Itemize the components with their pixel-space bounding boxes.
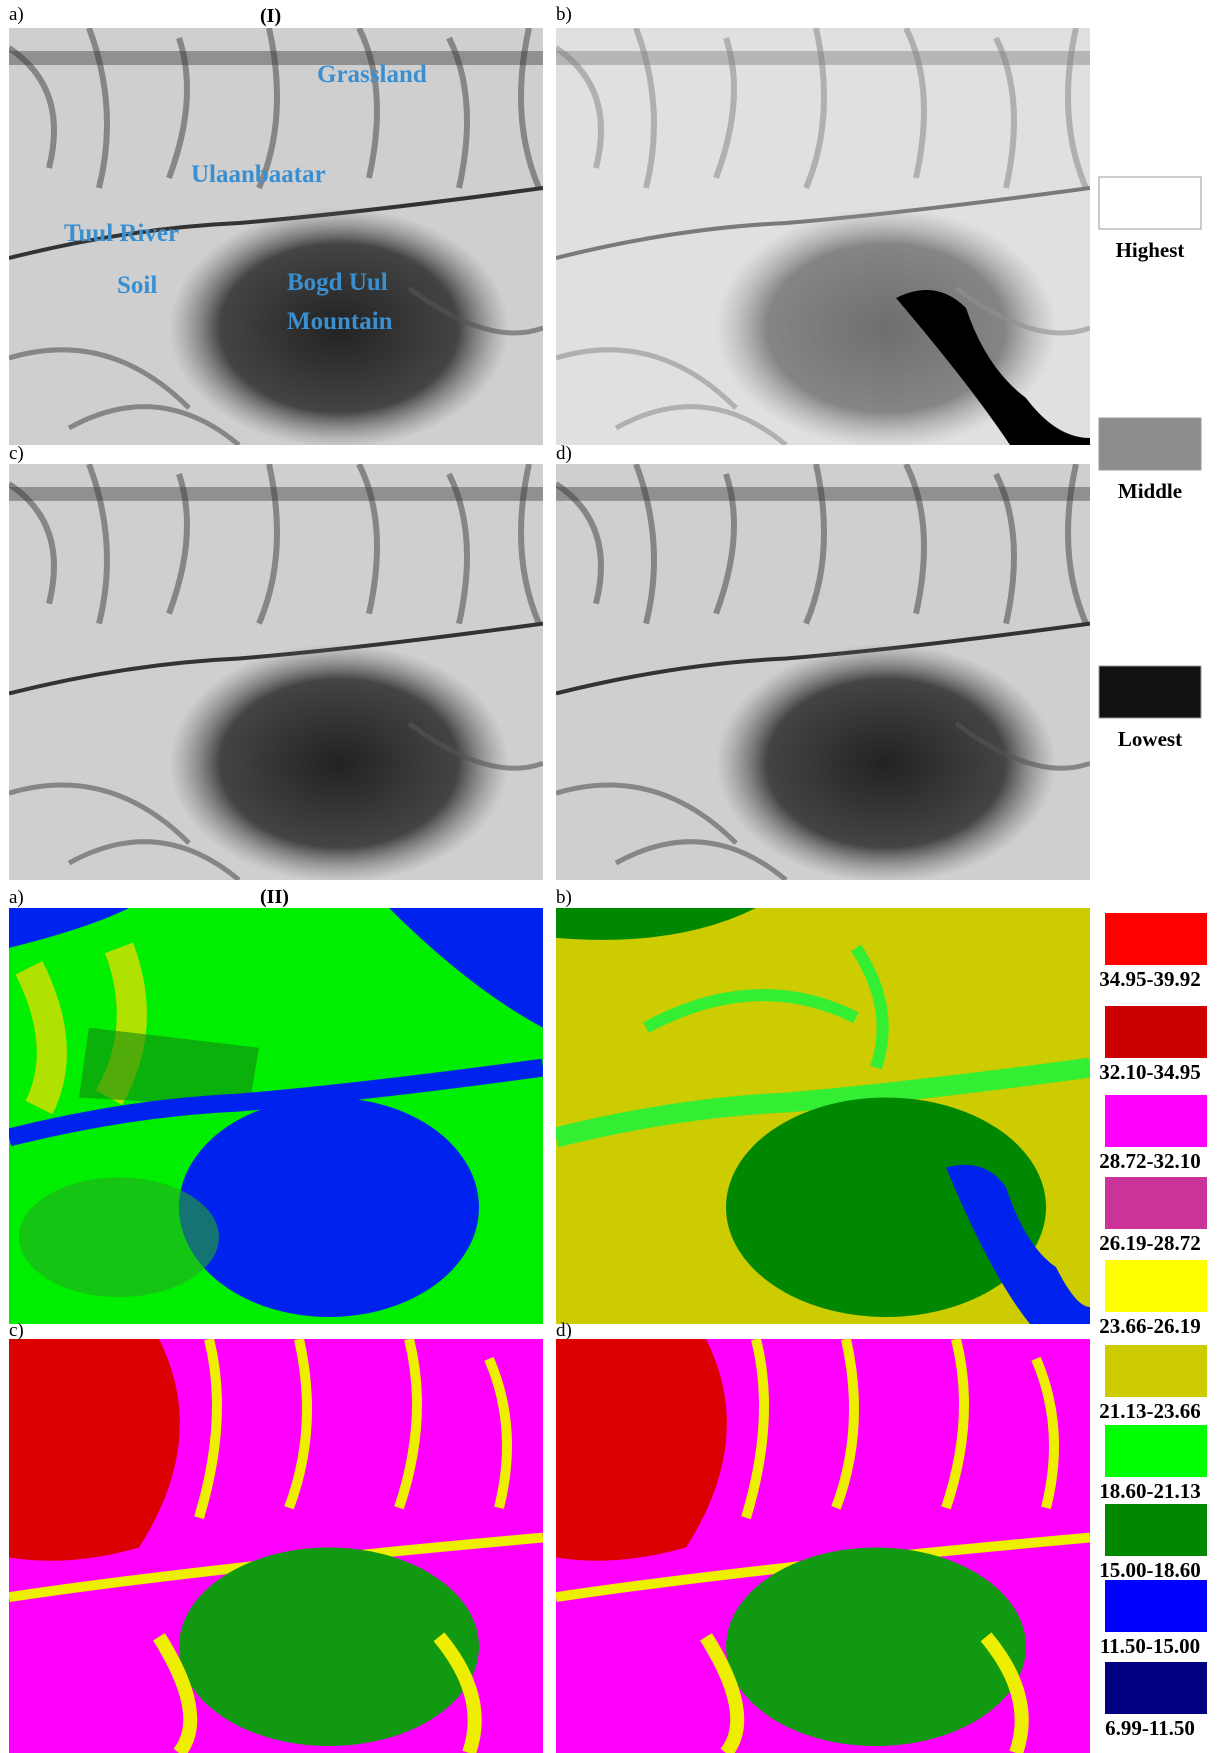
legend-label: 21.13-23.66 — [1099, 1399, 1201, 1423]
image-panel — [556, 908, 1090, 1324]
legend-label: 11.50-15.00 — [1100, 1634, 1200, 1658]
legend-swatch — [1105, 1580, 1207, 1632]
panel-label: c) — [9, 1320, 24, 1341]
panel-label: a) — [9, 4, 24, 25]
annotation: Tuul River — [64, 220, 179, 247]
panel-label: a) — [9, 887, 24, 908]
panel-label: d) — [556, 443, 572, 464]
annotation: Grassland — [317, 61, 427, 88]
legend-swatch — [1105, 1504, 1207, 1556]
legend-label: 28.72-32.10 — [1099, 1149, 1201, 1173]
legend-swatch — [1105, 1006, 1207, 1058]
legend-label: 34.95-39.92 — [1099, 967, 1201, 991]
legend-swatch — [1105, 1177, 1207, 1229]
legend-swatch — [1099, 666, 1201, 718]
legend-swatch — [1099, 418, 1201, 470]
legend-swatch — [1099, 177, 1201, 229]
annotation: Ulaanbaatar — [191, 161, 326, 188]
legend-swatch — [1105, 1425, 1207, 1477]
panel-label: d) — [556, 1320, 572, 1341]
panel-label: b) — [556, 4, 572, 25]
legend-label: 6.99-11.50 — [1105, 1716, 1195, 1740]
figure: a) b) c) d) (I) Grassland Ulaanbaatar Tu… — [0, 0, 1227, 1753]
legend-label: Highest — [1116, 238, 1185, 262]
legend-label: Lowest — [1118, 727, 1182, 751]
legend-swatch — [1105, 1345, 1207, 1397]
legend-swatch — [1105, 1095, 1207, 1147]
annotation: Bogd Uul — [287, 269, 388, 296]
legend-label: Middle — [1118, 479, 1182, 503]
panel-label: c) — [9, 443, 24, 464]
legend: 34.95-39.92 32.10-34.95 28.72-32.10 26.19-2… — [1099, 913, 1207, 1740]
image-panel — [556, 1339, 1090, 1753]
image-panel — [556, 28, 1090, 448]
legend-swatch — [1105, 1260, 1207, 1312]
legend-label: 18.60-21.13 — [1099, 1479, 1201, 1503]
annotation: Mountain — [287, 308, 393, 335]
image-panel — [556, 464, 1090, 883]
panel-label: b) — [556, 887, 572, 908]
legend-label: 32.10-34.95 — [1099, 1060, 1201, 1084]
legend-swatch — [1105, 1662, 1207, 1714]
legend-swatch — [1105, 913, 1207, 965]
legend-label: 15.00-18.60 — [1099, 1558, 1201, 1582]
image-panel — [9, 464, 543, 883]
part-label: (II) — [260, 886, 289, 908]
panels — [9, 28, 1090, 1753]
image-panel — [9, 908, 543, 1324]
image-panel — [9, 1339, 543, 1753]
part-label: (I) — [260, 5, 281, 27]
legend: Highest Middle Lowest — [1099, 177, 1201, 751]
annotation: Soil — [117, 272, 157, 299]
legend-label: 23.66-26.19 — [1099, 1314, 1201, 1338]
legend-label: 26.19-28.72 — [1099, 1231, 1201, 1255]
